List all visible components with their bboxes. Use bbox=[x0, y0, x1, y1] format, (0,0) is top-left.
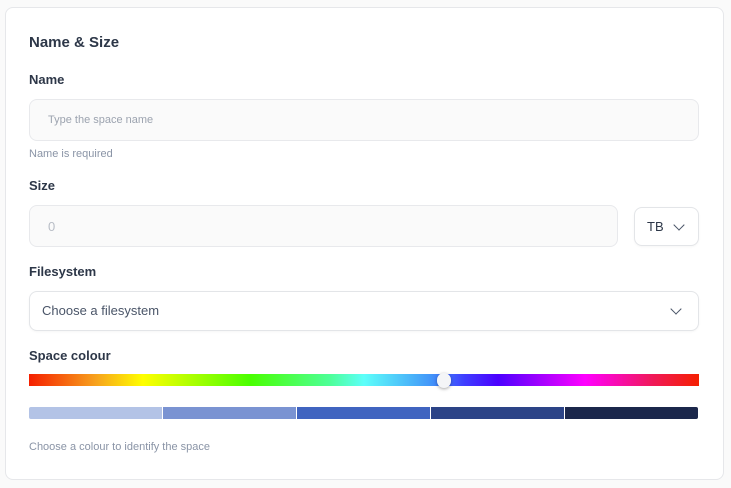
section-title: Name & Size bbox=[29, 34, 120, 51]
colour-helper-text: Choose a colour to identify the space bbox=[29, 441, 211, 453]
size-placeholder: 0 bbox=[48, 219, 56, 234]
hue-slider-thumb[interactable] bbox=[437, 373, 452, 388]
colour-swatch[interactable] bbox=[163, 407, 296, 419]
name-helper-text: Name is required bbox=[29, 148, 113, 160]
hue-slider-track[interactable] bbox=[29, 374, 699, 386]
colour-swatch[interactable] bbox=[29, 407, 162, 419]
size-unit-select[interactable]: TB bbox=[634, 207, 699, 246]
filesystem-value: Choose a filesystem bbox=[42, 303, 160, 318]
colour-swatch[interactable] bbox=[565, 407, 698, 419]
chevron-down-icon bbox=[673, 219, 685, 231]
colour-swatches bbox=[29, 407, 698, 419]
colour-swatch[interactable] bbox=[431, 407, 564, 419]
filesystem-select[interactable]: Choose a filesystem bbox=[29, 291, 699, 331]
name-label: Name bbox=[29, 72, 65, 87]
colour-swatch[interactable] bbox=[297, 407, 430, 419]
name-placeholder: Type the space name bbox=[48, 114, 154, 126]
chevron-down-icon bbox=[670, 303, 682, 315]
name-input[interactable]: Type the space name bbox=[29, 99, 699, 141]
size-label: Size bbox=[29, 178, 56, 193]
filesystem-label: Filesystem bbox=[29, 264, 97, 279]
space-colour-label: Space colour bbox=[29, 348, 111, 363]
size-unit-value: TB bbox=[647, 219, 664, 234]
size-input[interactable]: 0 bbox=[29, 205, 618, 247]
